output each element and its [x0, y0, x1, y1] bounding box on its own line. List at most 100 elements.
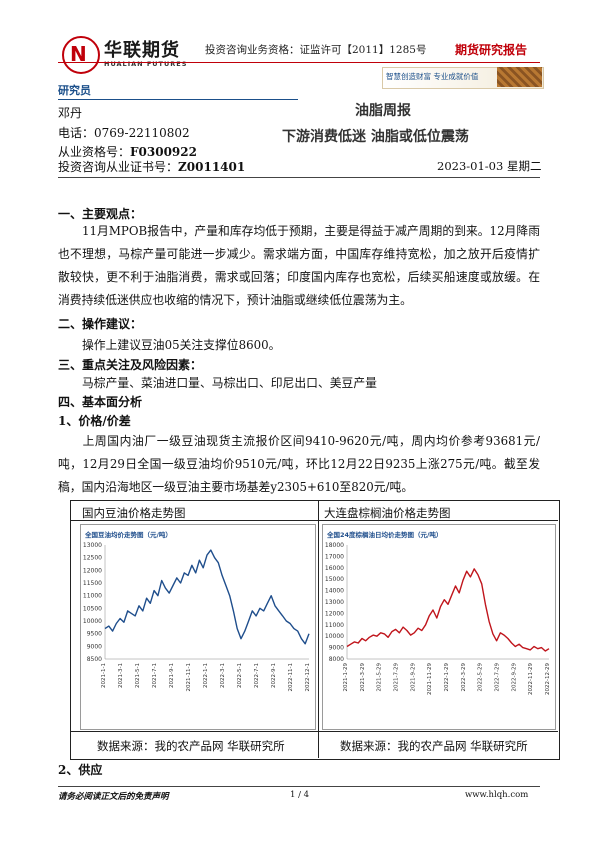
soybean-oil-ytick: 10500	[83, 605, 102, 612]
researcher-role: 研究员	[58, 84, 91, 97]
palm-oil-ytick: 9000	[329, 645, 344, 652]
soybean-oil-xtick: 2021-9-1	[169, 663, 175, 688]
soybean-oil-ytick: 13000	[83, 542, 102, 549]
price-paragraph: 上周国内油厂一级豆油现货主流报价区间9410-9620元/吨，周内均价参考936…	[58, 430, 540, 499]
soybean-oil-xtick: 2021-5-1	[135, 663, 141, 688]
invest-cert-label: 投资咨询从业证书号：	[58, 160, 179, 174]
palm-oil-ytick: 16000	[325, 565, 344, 572]
soybean-oil-xtick: 2022-3-1	[220, 663, 226, 688]
report-date: 2023-01-03 星期二	[437, 159, 542, 173]
soybean-oil-xtick: 2022-9-1	[271, 663, 277, 688]
palm-oil-xtick: 2022-12-29	[545, 663, 551, 695]
figure-table-footer-rule	[70, 731, 558, 732]
figure-table-divider	[318, 500, 319, 758]
soybean-oil-ytick: 9500	[87, 631, 102, 638]
footer-url: www.hlqh.com	[465, 790, 529, 800]
right-figure-source: 数据来源：我的农产品网 华联研究所	[340, 739, 528, 753]
palm-oil-series-line	[346, 568, 550, 652]
soybean-oil-chart: 13000 12500 12000 11500 11000 10500 10000 9500 9…	[83, 542, 311, 691]
palm-oil-ytick: 12000	[325, 610, 344, 617]
section-3-body: 马棕产量、菜油进口量、马棕出口、印尼出口、美豆产量	[82, 376, 377, 390]
soybean-oil-chart-title: 全国豆油均价走势图（元/吨）	[85, 531, 172, 539]
palm-oil-ytick: 18000	[325, 542, 344, 549]
soybean-oil-chart-frame: 全国豆油均价走势图（元/吨） 13000 12500 12000 11500 11000…	[80, 524, 316, 730]
company-logo-text: 华联期货	[104, 40, 180, 61]
palm-oil-xtick: 2021-11-29	[427, 663, 433, 695]
palm-oil-chart-frame: 全国24度棕榈油日均价走势图（元/吨） 18000 17000 16000 15000…	[322, 524, 556, 730]
banner-image	[497, 67, 542, 87]
soybean-oil-ytick: 10000	[83, 618, 102, 625]
section-1-heading: 一、主要观点：	[58, 207, 143, 221]
palm-oil-xtick: 2022-7-29	[495, 663, 501, 692]
price-text: 上周国内油厂一级豆油现货主流报价区间9410-9620元/吨，周内均价参考936…	[58, 434, 540, 494]
palm-oil-ytick: 13000	[325, 599, 344, 606]
soybean-oil-xtick: 2022-1-1	[203, 663, 209, 688]
soybean-oil-xtick: 2021-11-1	[186, 663, 192, 691]
palm-oil-xtick: 2022-3-29	[461, 663, 467, 692]
palm-oil-xtick: 2021-3-29	[360, 663, 366, 692]
page-number: 1 / 4	[290, 790, 310, 800]
qualification-label: 从业资格号：	[58, 145, 131, 159]
researcher-phone: 电话：0769-22110802	[58, 126, 190, 140]
palm-oil-chart-title: 全国24度棕榈油日均价走势图（元/吨）	[327, 531, 443, 539]
invest-cert-line: 投资咨询从业证书号：Z0011401	[58, 158, 245, 175]
soybean-oil-xtick: 2021-7-1	[152, 663, 158, 688]
soybean-oil-ytick: 11000	[83, 593, 102, 600]
palm-oil-ytick: 15000	[325, 576, 344, 583]
soybean-oil-xtick: 2022-12-1	[305, 663, 311, 691]
researcher-divider	[58, 99, 298, 100]
footer-divider	[58, 786, 540, 787]
palm-oil-ytick: 11000	[325, 622, 344, 629]
palm-oil-xtick: 2022-5-29	[478, 663, 484, 692]
logo-mark-icon: N	[70, 42, 87, 66]
company-logo-english: HUALIAN FUTURES	[104, 60, 188, 68]
logo-emblem	[62, 36, 100, 74]
soybean-oil-ytick: 12000	[83, 567, 102, 574]
soybean-oil-xtick: 2022-5-1	[237, 663, 243, 688]
soybean-oil-ytick: 12500	[83, 555, 102, 562]
palm-oil-xtick: 2022-11-29	[528, 663, 534, 695]
section-2-body: 操作上建议豆油05关注支撑位8600。	[82, 338, 281, 352]
section-1-body: 11月MPOB报告中，产量和库存均低于预期，主要是得益于减产周期的到来。12月降…	[58, 220, 540, 312]
left-figure-caption: 国内豆油价格走势图	[82, 506, 186, 520]
qualification-number: F0300922	[130, 145, 197, 159]
header-divider	[58, 62, 540, 63]
slogan-text: 智慧创造财富 专业成就价值	[386, 72, 479, 81]
palm-oil-xtick: 2021-7-29	[394, 663, 400, 692]
subsection-price-heading: 1、价格/价差	[58, 414, 131, 428]
invest-cert-number: Z0011401	[178, 160, 246, 174]
qualification-line: 从业资格号：F0300922	[58, 143, 197, 160]
section-3-heading: 三、重点关注及风险因素：	[58, 358, 203, 372]
soybean-oil-ytick: 8500	[87, 656, 102, 663]
soybean-oil-ytick: 11500	[83, 580, 102, 587]
palm-oil-xtick: 2022-1-29	[444, 663, 450, 692]
subsection-supply-heading: 2、供应	[58, 763, 103, 777]
title-divider	[58, 177, 540, 178]
section-4-heading: 四、基本面分析	[58, 395, 143, 409]
soybean-oil-series-line	[104, 549, 310, 645]
soybean-oil-xtick: 2022-7-1	[254, 663, 260, 688]
soybean-oil-xtick: 2022-11-1	[288, 663, 294, 691]
palm-oil-ytick: 10000	[325, 633, 344, 640]
report-subtitle: 下游消费低迷 油脂或低位震荡	[282, 129, 469, 145]
section-1-text: 11月MPOB报告中，产量和库存均低于预期，主要是得益于减产周期的到来。12月降…	[58, 224, 540, 307]
right-figure-caption: 大连盘棕榈油价格走势图	[324, 506, 451, 520]
palm-oil-chart: 18000 17000 16000 15000 14000 13000 12000 11000…	[325, 542, 551, 695]
researcher-name: 邓丹	[58, 106, 83, 120]
soybean-oil-ytick: 9000	[87, 643, 102, 650]
soybean-oil-xtick: 2021-3-1	[118, 663, 124, 688]
palm-oil-ytick: 14000	[325, 588, 344, 595]
palm-oil-xtick: 2021-9-29	[410, 663, 416, 692]
left-figure-source: 数据来源：我的农产品网 华联研究所	[97, 739, 285, 753]
palm-oil-xtick: 2021-5-29	[377, 663, 383, 692]
figure-table	[70, 500, 560, 760]
palm-oil-xtick: 2021-1-29	[343, 663, 349, 692]
section-2-heading: 二、操作建议：	[58, 317, 143, 331]
palm-oil-ytick: 8000	[329, 656, 344, 663]
soybean-oil-xtick: 2021-1-1	[101, 663, 107, 688]
palm-oil-xtick: 2022-9-29	[511, 663, 517, 692]
palm-oil-ytick: 17000	[325, 553, 344, 560]
license-text: 投资咨询业务资格：证监许可【2011】1285号	[205, 44, 427, 56]
figure-table-header-rule	[70, 520, 558, 521]
footer-disclaimer: 请务必阅读正文后的免责声明	[58, 792, 169, 802]
